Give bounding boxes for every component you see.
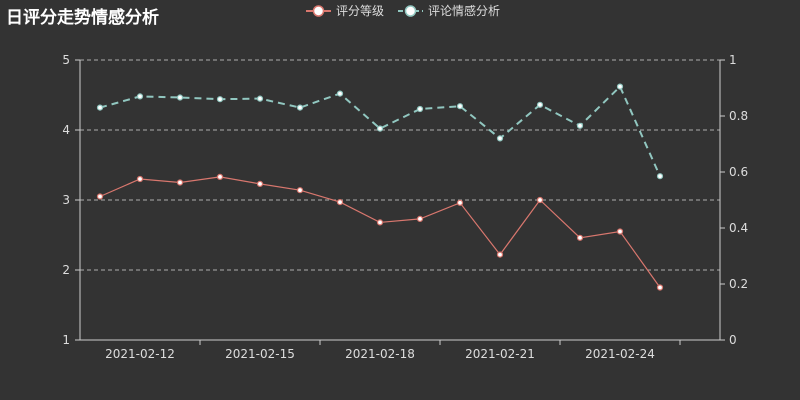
y-left-tick-label: 5	[62, 53, 70, 67]
legend-label: 评分等级	[336, 4, 384, 18]
data-point	[376, 125, 384, 132]
chart-title: 日评分走势情感分析	[6, 8, 159, 28]
data-point	[576, 234, 584, 241]
y-left-tick-label: 1	[62, 333, 70, 347]
data-point	[656, 284, 664, 291]
data-point	[416, 105, 424, 113]
data-point	[616, 83, 624, 90]
data-point	[456, 199, 464, 206]
data-point	[616, 228, 624, 235]
data-point	[296, 104, 304, 111]
data-point	[456, 103, 464, 110]
data-point	[136, 175, 144, 183]
y-right-tick-label: 0.6	[729, 165, 748, 179]
data-point	[536, 196, 544, 204]
data-point	[96, 193, 104, 200]
legend-label: 评论情感分析	[428, 3, 500, 18]
data-point	[576, 122, 584, 129]
data-point	[336, 199, 344, 206]
x-tick-label: 2021-02-15	[225, 347, 295, 361]
data-point	[176, 179, 184, 186]
legend-item[interactable]: 评分等级	[306, 4, 384, 18]
data-point	[376, 219, 384, 226]
data-point	[216, 173, 224, 180]
data-point	[256, 180, 264, 187]
data-point	[656, 173, 664, 180]
legend-marker	[312, 5, 325, 17]
legend[interactable]: 评分等级 评论情感分析	[306, 3, 500, 18]
data-point	[176, 94, 184, 101]
y-right-tick-label: 1	[729, 53, 737, 67]
data-point	[256, 95, 264, 102]
data-point	[496, 251, 504, 258]
data-point	[96, 104, 104, 111]
y-right-tick-label: 0	[729, 333, 737, 347]
data-point	[136, 93, 144, 100]
data-point	[536, 101, 544, 108]
legend-marker	[404, 5, 417, 17]
x-tick-label: 2021-02-18	[345, 347, 415, 361]
y-left-tick-label: 4	[62, 123, 70, 137]
series-line	[99, 176, 661, 288]
y-right-tick-label: 0.8	[729, 109, 748, 123]
series	[96, 83, 664, 291]
grid-lines	[80, 59, 720, 271]
y-left-tick-label: 3	[62, 193, 70, 207]
axes: 1 2 3 4 5 0 0.2 0.4 0.6 0.8 1 2021-02-12 2021-02-15 2…	[62, 53, 748, 361]
x-tick-label: 2021-02-24	[585, 347, 655, 361]
y-right-tick-label: 0.2	[729, 277, 748, 291]
data-point	[416, 215, 424, 222]
data-point	[296, 187, 304, 194]
series-line	[99, 84, 661, 177]
x-tick-label: 2021-02-21	[465, 347, 535, 361]
legend-item[interactable]: 评论情感分析	[398, 3, 500, 18]
y-left-tick-label: 2	[62, 263, 70, 277]
data-point	[496, 135, 504, 142]
data-point	[216, 96, 224, 103]
y-right-tick-label: 0.4	[729, 221, 748, 235]
data-point	[336, 90, 344, 97]
x-tick-label: 2021-02-12	[105, 347, 175, 361]
